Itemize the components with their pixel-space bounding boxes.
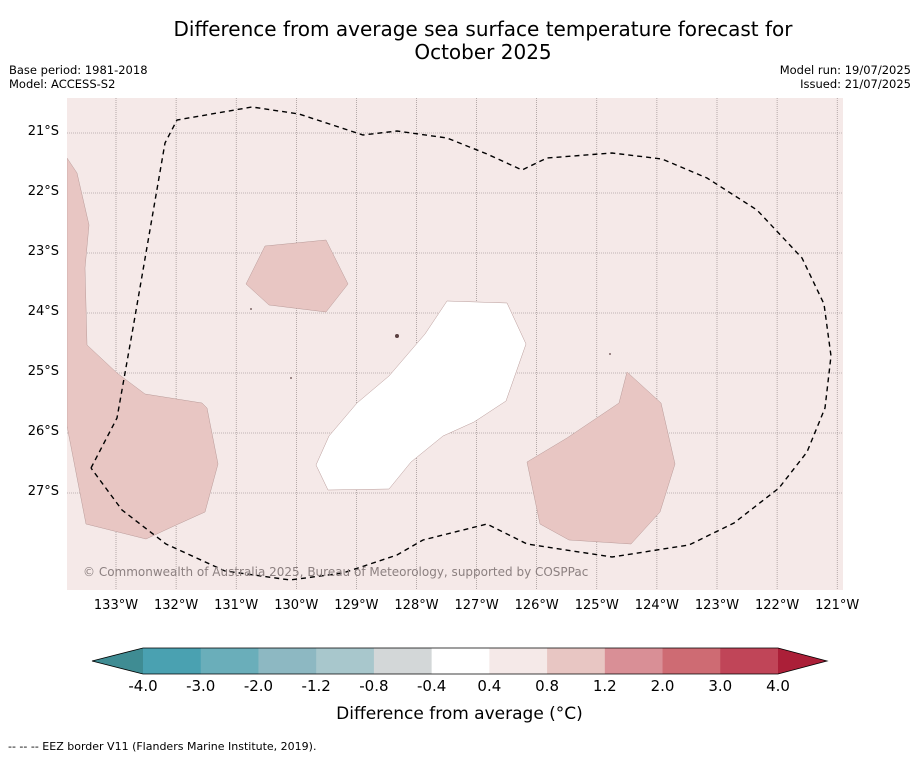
longitude-label: 125°W: [574, 598, 619, 613]
latitude-label: 25°S: [27, 364, 59, 379]
colorbar-tick-label: -0.4: [416, 677, 447, 695]
longitude-label: 129°W: [334, 598, 379, 613]
colorbar-segment: [431, 648, 490, 674]
longitude-label: 131°W: [214, 598, 259, 613]
latitude-label: 24°S: [27, 304, 59, 319]
warm-anomaly-region-southeast: [526, 371, 676, 545]
eez-border: [90, 106, 832, 581]
longitude-label: 132°W: [154, 598, 199, 613]
title-line-2: October 2025: [414, 40, 552, 64]
model-name: Model: ACCESS-S2: [9, 77, 116, 91]
base-period: Base period: 1981-2018: [9, 63, 148, 77]
colorbar-tick-label: -1.2: [301, 677, 331, 695]
latitude-label: 22°S: [27, 184, 59, 199]
neutral-anomaly-region: [315, 300, 527, 491]
eez-note: -- -- -- EEZ border V11 (Flanders Marine…: [8, 740, 317, 753]
title-line-1: Difference from average sea surface temp…: [173, 17, 793, 41]
longitude-label: 122°W: [755, 598, 800, 613]
chart-title: Difference from average sea surface temp…: [0, 18, 919, 64]
latitude-label: 26°S: [27, 424, 59, 439]
colorbar-outline: [91, 647, 829, 675]
colorbar-segment: [316, 648, 375, 674]
longitude-label: 124°W: [634, 598, 679, 613]
colorbar-tick-label: 0.4: [477, 677, 502, 695]
colorbar-segment: [373, 648, 433, 674]
colorbar-segment: [547, 648, 606, 674]
colorbar-segment: [143, 648, 202, 674]
longitude-label: 127°W: [454, 598, 499, 613]
colorbar: [91, 647, 829, 675]
colorbar-label: Difference from average (°C): [336, 704, 583, 724]
map-svg: [67, 98, 843, 590]
colorbar-tick-label: 4.0: [766, 677, 790, 695]
longitude-label: 126°W: [514, 598, 559, 613]
warm-anomaly-region-north: [245, 239, 349, 313]
small-feature: [609, 353, 611, 355]
meta-right: Model run: 19/07/2025 Issued: 21/07/2025: [780, 63, 911, 91]
colorbar-segment: [258, 648, 317, 674]
colorbar-tick-label: -4.0: [128, 677, 158, 695]
small-feature: [290, 377, 292, 379]
model-run: Model run: 19/07/2025: [779, 63, 911, 77]
colorbar-segment: [662, 648, 721, 674]
latitude-label: 27°S: [27, 484, 59, 499]
colorbar-tick-label: 2.0: [650, 677, 675, 695]
colorbar-tick-label: 1.2: [592, 677, 617, 695]
colorbar-segment: [720, 648, 779, 674]
longitude-label: 123°W: [694, 598, 740, 613]
longitude-label: 121°W: [815, 598, 860, 613]
issued-date: Issued: 21/07/2025: [800, 77, 911, 91]
colorbar-tick-label: -0.8: [359, 677, 389, 695]
meta-left: Base period: 1981-2018 Model: ACCESS-S2: [9, 63, 148, 91]
latitude-label: 21°S: [27, 124, 59, 139]
colorbar-segment: [604, 648, 664, 674]
latitude-label: 23°S: [27, 244, 59, 259]
longitude-label: 128°W: [394, 598, 439, 613]
colorbar-over-arrow: [778, 648, 827, 674]
colorbar-tick-label: -3.0: [186, 677, 216, 695]
small-feature: [250, 308, 252, 310]
sst-map: [67, 98, 843, 590]
colorbar-under-arrow: [92, 648, 143, 674]
warm-anomaly-region-west: [67, 157, 219, 540]
longitude-label: 130°W: [274, 598, 319, 613]
colorbar-segment: [200, 648, 259, 674]
colorbar-tick-label: -2.0: [243, 677, 274, 695]
colorbar-tick-label: 0.8: [535, 677, 559, 695]
longitude-label: 133°W: [93, 598, 139, 613]
copyright-notice: © Commonwealth of Australia 2025, Bureau…: [83, 565, 589, 579]
colorbar-tick-label: 3.0: [708, 677, 733, 695]
small-feature: [395, 334, 399, 338]
colorbar-segment: [489, 648, 548, 674]
